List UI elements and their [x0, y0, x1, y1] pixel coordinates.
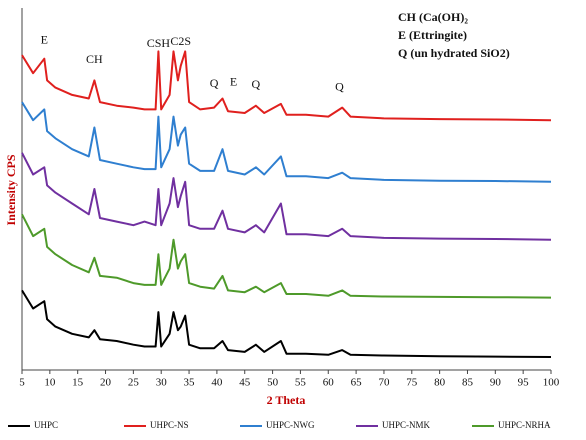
x-tick-label: 65 [351, 377, 363, 389]
key-line: E (Ettringite) [398, 28, 467, 42]
annotation: CH [86, 52, 103, 66]
x-tick-label: 85 [462, 377, 474, 389]
x-tick-label: 10 [44, 377, 56, 389]
key-line: CH (Ca(OH)₂ [398, 10, 468, 24]
x-tick-label: 95 [518, 377, 530, 389]
legend-label: UHPC-NWG [266, 420, 315, 430]
legend-label: UHPC-NRHA [498, 420, 551, 430]
x-tick-label: 90 [490, 377, 502, 389]
x-tick-label: 50 [267, 377, 279, 389]
x-tick-label: 45 [239, 377, 251, 389]
annotation: E [41, 32, 48, 46]
x-tick-label: 15 [72, 377, 84, 389]
key-line: Q (un hydrated SiO2) [398, 46, 510, 60]
annotation: Q [252, 77, 261, 91]
series-line [21, 289, 552, 358]
x-tick-label: 25 [128, 377, 140, 389]
x-tick-label: 75 [406, 377, 418, 389]
series-line [21, 50, 552, 122]
x-tick-label: 100 [543, 377, 560, 389]
annotation: Q [335, 79, 344, 93]
annotation: CSH [147, 36, 171, 50]
legend-label: UHPC-NS [150, 420, 189, 430]
x-tick-label: 40 [211, 377, 223, 389]
annotation: E [230, 75, 237, 89]
x-tick-label: 55 [295, 377, 307, 389]
legend-label: UHPC [34, 420, 58, 430]
x-tick-label: 70 [378, 377, 390, 389]
annotation: C2S [170, 34, 191, 48]
x-tick-label: 20 [100, 377, 112, 389]
legend-label: UHPC-NMK [382, 420, 431, 430]
series-line [21, 213, 552, 299]
annotation: Q [210, 76, 219, 90]
series-line [21, 101, 552, 183]
series-line [21, 152, 552, 241]
x-tick-label: 80 [434, 377, 446, 389]
x-tick-label: 5 [19, 377, 25, 389]
y-axis-label: Intensity CPS [4, 154, 18, 225]
x-tick-label: 30 [156, 377, 168, 389]
x-tick-label: 35 [184, 377, 196, 389]
x-tick-label: 60 [323, 377, 335, 389]
x-axis-label: 2 Theta [267, 393, 306, 407]
